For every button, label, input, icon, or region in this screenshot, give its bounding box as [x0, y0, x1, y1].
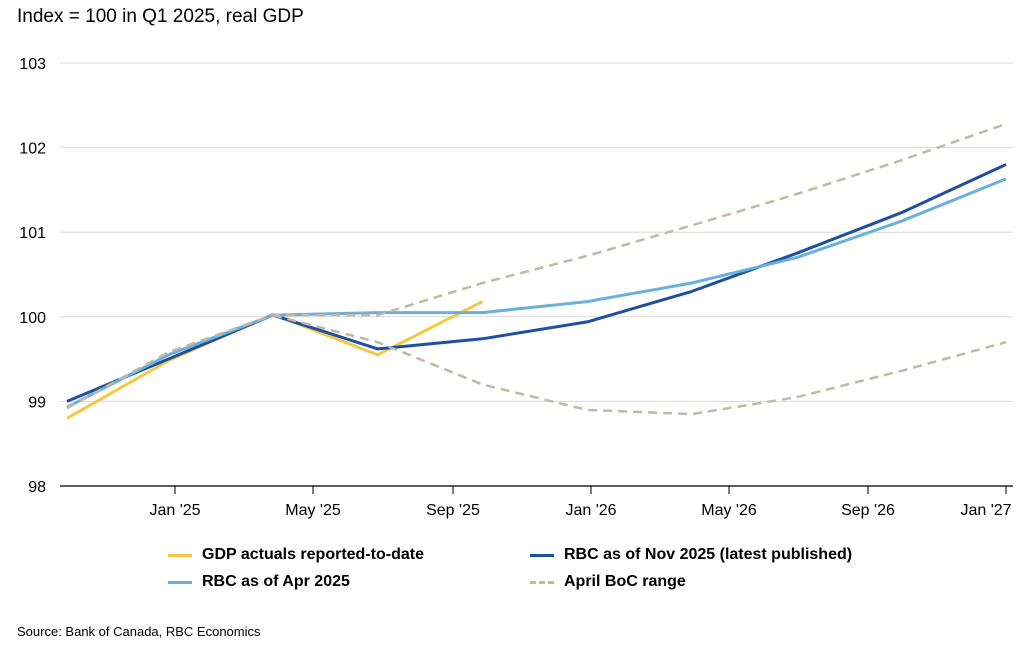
- chart-title: Index = 100 in Q1 2025, real GDP: [17, 6, 304, 27]
- axes: 98 99 100 101 102 103 Jan '25 May '25 Sep '25 Jan…: [19, 56, 1013, 519]
- legend-swatch: [530, 553, 554, 557]
- legend: GDP actuals reported-to-date RBC as of N…: [0, 540, 1023, 610]
- y-tick-label: 102: [19, 141, 46, 158]
- legend-swatch: [168, 580, 192, 584]
- y-tick-label: 99: [28, 394, 46, 411]
- x-tick-label: Jan '27: [960, 502, 1011, 519]
- legend-item-gdp-actuals: GDP actuals reported-to-date: [168, 546, 424, 564]
- x-tick-label: Sep '25: [426, 502, 480, 519]
- legend-swatch: [168, 553, 192, 557]
- legend-item-boc-range: April BoC range: [530, 573, 686, 591]
- legend-label: April BoC range: [564, 573, 686, 590]
- x-tick-label: May '26: [701, 502, 757, 519]
- series-line-2: [66, 177, 1007, 409]
- y-tick-label: 100: [19, 310, 46, 327]
- legend-label: RBC as of Nov 2025 (latest published): [564, 546, 853, 563]
- x-tick-label: Jan '26: [565, 502, 616, 519]
- legend-item-rbc-nov-2025: RBC as of Nov 2025 (latest published): [530, 546, 852, 564]
- x-tick-label: Jan '25: [149, 502, 200, 519]
- x-tick-label: Sep '26: [841, 502, 895, 519]
- source-note: Source: Bank of Canada, RBC Economics: [17, 624, 261, 639]
- legend-label: GDP actuals reported-to-date: [202, 546, 424, 563]
- legend-swatch: [530, 580, 554, 584]
- series-line-1: [66, 163, 1007, 403]
- y-tick-label: 98: [28, 479, 46, 496]
- series-line-4: [272, 313, 1007, 416]
- series-line-3: [66, 122, 1007, 410]
- y-tick-label: 103: [19, 56, 46, 73]
- y-tick-label: 101: [19, 225, 46, 242]
- legend-item-rbc-apr-2025: RBC as of Apr 2025: [168, 573, 350, 591]
- legend-label: RBC as of Apr 2025: [202, 573, 350, 590]
- x-tick-label: May '25: [285, 502, 341, 519]
- series-lines: [66, 122, 1007, 420]
- chart-plot: 98 99 100 101 102 103 Jan '25 May '25 Sep '25 Jan…: [19, 56, 1013, 519]
